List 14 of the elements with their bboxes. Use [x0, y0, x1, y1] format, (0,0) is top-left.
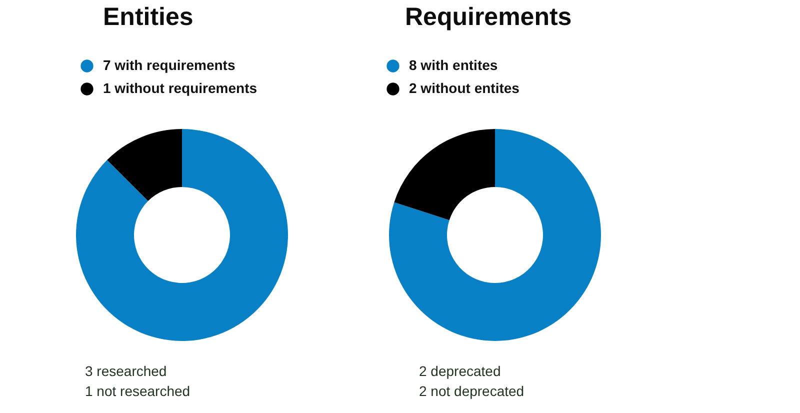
legend-label: 1 without requirements	[103, 80, 258, 96]
text: 1 not researched	[85, 383, 190, 399]
legend-label: 7 with requirements	[103, 57, 236, 73]
legend-label: 8 with entites	[409, 57, 498, 73]
text: 2 not deprecated	[419, 383, 524, 399]
chart-title: Requirements	[405, 3, 572, 31]
legend-label: 2 without entites	[409, 80, 520, 96]
donut-slice	[394, 129, 495, 220]
text: 2 deprecated	[419, 363, 501, 379]
donut-slice	[107, 129, 182, 202]
chart-title: Entities	[103, 3, 194, 31]
donut-slice	[76, 129, 288, 341]
text: 3 researched	[85, 363, 167, 379]
donut-slice	[389, 129, 601, 341]
